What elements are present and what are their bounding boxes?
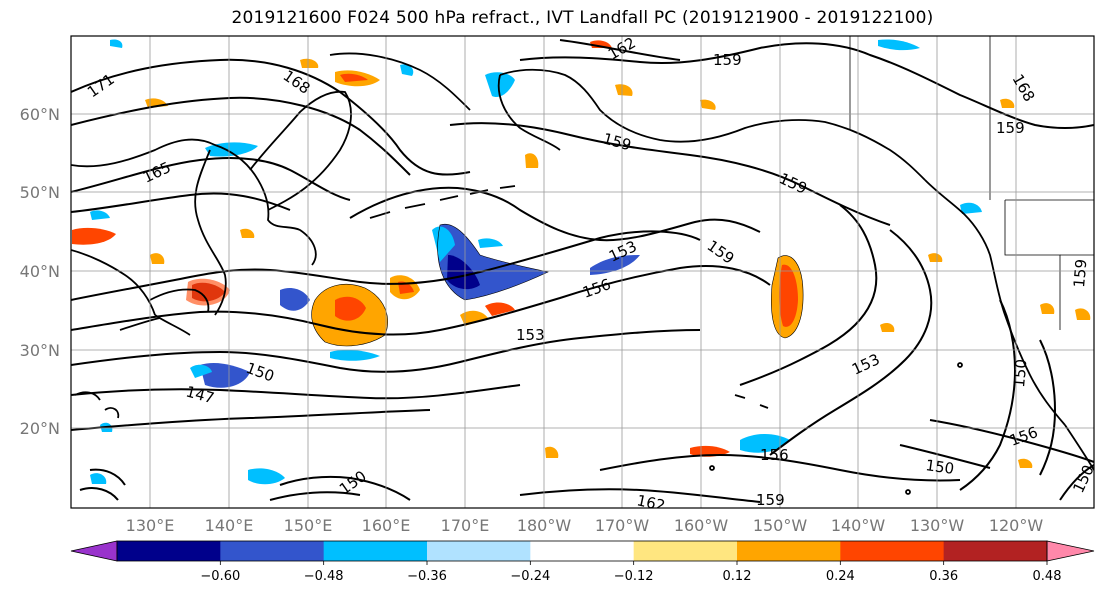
lon-label: 160°E — [362, 516, 411, 535]
colorbar-tick-label: 0.48 — [1033, 569, 1062, 584]
contour-label: 150 — [924, 456, 955, 478]
contour-label: 159 — [713, 51, 742, 69]
latitude-labels: 60°N 50°N 40°N 30°N 20°N — [20, 105, 60, 438]
lon-label: 140°E — [205, 516, 254, 535]
contour-label: 150 — [1010, 358, 1030, 388]
contour-label: 156 — [760, 446, 789, 464]
lon-label: 180°W — [517, 516, 572, 535]
longitude-labels: 130°E 140°E 150°E 160°E 170°E 180°W 170°… — [126, 516, 1044, 535]
colorbar-tick-label: 0.36 — [929, 569, 958, 584]
lon-label: 150°E — [284, 516, 333, 535]
colorbar-cell — [117, 541, 221, 561]
coastlines — [71, 52, 1094, 495]
map-frame — [70, 35, 1095, 509]
colorbar-cell — [737, 541, 841, 561]
lat-label: 20°N — [20, 419, 60, 438]
map-panel: 171 168 165 162 159 159 159 159 159 156 … — [71, 36, 1094, 515]
map-title: 2019121600 F024 500 hPa refract., IVT La… — [231, 8, 934, 28]
colorbar-tick-label: −0.36 — [407, 569, 447, 584]
colorbar-tick-label: −0.48 — [304, 569, 344, 584]
lat-label: 30°N — [20, 341, 60, 360]
colorbar-tick-label: −0.24 — [510, 569, 550, 584]
lon-label: 120°W — [989, 516, 1044, 535]
colorbar-cell — [427, 541, 531, 561]
colorbar-extend-low — [70, 540, 118, 562]
lon-label: 130°E — [126, 516, 175, 535]
contour-label: 153 — [516, 326, 545, 344]
colorbar-cell — [840, 541, 945, 561]
lon-label: 160°W — [674, 516, 729, 535]
shade-negative-core — [447, 255, 480, 290]
lon-label: 170°E — [441, 516, 490, 535]
colorbar-tick-label: 0.12 — [723, 569, 752, 584]
colorbar-cell — [220, 541, 325, 561]
contour-label: 159 — [1070, 258, 1090, 288]
gridlines — [71, 36, 1094, 508]
refractivity-contours — [71, 39, 1094, 503]
colorbar-cell — [943, 541, 1048, 561]
lon-label: 150°W — [753, 516, 808, 535]
lon-label: 140°W — [831, 516, 886, 535]
lat-label: 50°N — [20, 183, 60, 202]
contour-label: 162 — [635, 491, 667, 515]
lat-label: 40°N — [20, 262, 60, 281]
colorbar-cell — [323, 541, 428, 561]
colorbar-tick-label: −0.12 — [614, 569, 654, 584]
colorbar: −0.60 −0.48 −0.36 −0.24 −0.12 0.12 0.24 0.36 0.4… — [70, 540, 1095, 584]
colorbar-cell — [633, 541, 738, 561]
lon-label: 130°W — [910, 516, 965, 535]
colorbar-cell — [530, 541, 635, 561]
borders — [849, 36, 1094, 330]
colorbar-tick-label: 0.24 — [826, 569, 855, 584]
contour-label: 159 — [996, 119, 1025, 137]
colorbar-tick-label: −0.60 — [200, 569, 240, 584]
colorbar-extend-high — [1046, 540, 1095, 562]
lat-label: 60°N — [20, 105, 60, 124]
shade-negative-light1 — [432, 226, 455, 262]
contour-label: 159 — [756, 491, 785, 509]
lon-label: 170°W — [595, 516, 650, 535]
